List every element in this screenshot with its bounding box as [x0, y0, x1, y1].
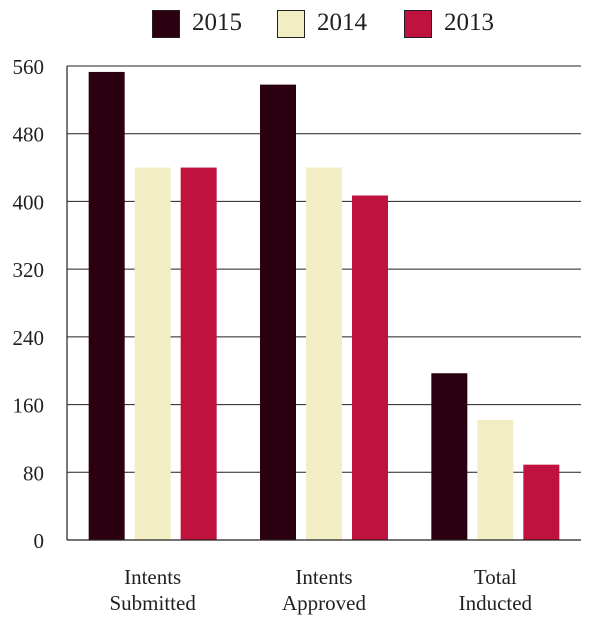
x-category-label-line: Approved [282, 591, 366, 615]
y-tick-labels: 0 80 160 240 320 400 480 560 [13, 55, 45, 553]
legend-label-2013: 2013 [444, 9, 494, 36]
bar-2013-intents-approved [352, 195, 388, 540]
x-category-label-line: Submitted [109, 591, 196, 615]
y-tick-label-560: 560 [13, 55, 45, 79]
y-tick-label-400: 400 [13, 190, 45, 214]
x-category-label-line: Intents [124, 565, 181, 589]
legend: 2015 2014 2013 [0, 6, 594, 42]
bars [88, 71, 560, 541]
legend-label-2015: 2015 [192, 9, 242, 36]
legend-swatch-2015 [152, 10, 180, 38]
y-tick-label-160: 160 [13, 394, 45, 418]
x-category-label-line: Intents [295, 565, 352, 589]
x-category-label-line: Inducted [459, 591, 533, 615]
y-tick-label-240: 240 [13, 326, 45, 350]
legend-swatch-2013 [404, 10, 432, 38]
y-tick-label-0: 0 [34, 529, 45, 553]
x-category-label-2: Total Inducted [459, 565, 533, 615]
y-tick-label-320: 320 [13, 258, 45, 282]
legend-swatch-2014 [277, 10, 305, 38]
legend-label-2014: 2014 [317, 9, 367, 36]
bar-2013-intents-submitted [180, 167, 217, 541]
x-category-label-0: Intents Submitted [109, 565, 196, 615]
y-tick-label-80: 80 [23, 461, 44, 485]
bar-2014-total-inducted [477, 419, 514, 540]
bar-2015-intents-approved [260, 84, 296, 540]
x-category-label-1: Intents Approved [282, 565, 366, 615]
bar-2013-total-inducted [523, 464, 560, 540]
axes [66, 66, 581, 541]
y-tick-label-480: 480 [13, 123, 45, 147]
bar-2015-total-inducted [431, 373, 468, 540]
x-category-label-line: Total [474, 565, 517, 589]
bar-2015-intents-submitted [88, 71, 125, 541]
bar-2014-intents-submitted [134, 167, 171, 541]
bar-2014-intents-approved [306, 167, 342, 541]
